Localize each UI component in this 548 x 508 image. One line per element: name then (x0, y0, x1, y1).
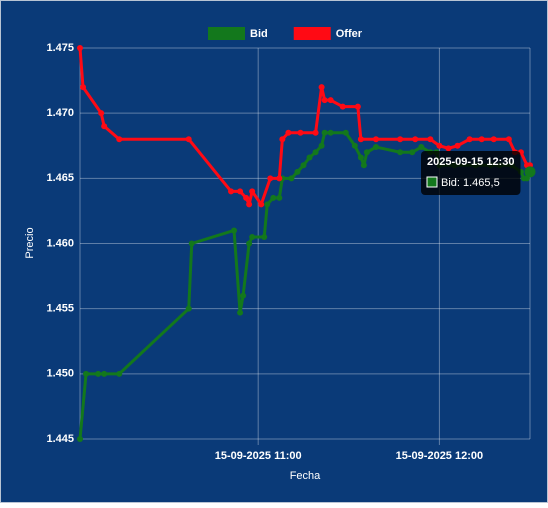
data-point (445, 145, 452, 152)
data-point (77, 436, 83, 442)
tooltip: 2025-09-15 12:30 Bid: 1.465,5 (421, 151, 521, 195)
data-point (312, 149, 319, 156)
data-point (297, 129, 304, 136)
data-point (185, 136, 192, 143)
data-point (101, 123, 108, 130)
data-point (357, 136, 364, 143)
data-point (306, 154, 313, 161)
data-point (80, 84, 87, 91)
data-point (360, 162, 367, 169)
data-point (363, 149, 370, 156)
data-point (339, 103, 346, 110)
data-point (98, 110, 105, 117)
data-point (228, 188, 235, 195)
data-point (357, 154, 364, 161)
data-point (240, 292, 247, 299)
x-axis-title: Fecha (290, 470, 321, 482)
data-point (321, 97, 328, 104)
data-point (294, 168, 301, 175)
tooltip-label: Bid: 1.465,5 (441, 177, 500, 189)
data-point (246, 240, 253, 247)
data-point (351, 142, 358, 149)
data-point (478, 136, 485, 143)
data-point (354, 103, 361, 110)
tooltip-title: 2025-09-15 12:30 (427, 156, 514, 168)
x-tick-label: 15-09-2025 12:00 (396, 450, 483, 462)
data-point (276, 175, 283, 182)
data-point (466, 136, 473, 143)
tooltip-swatch (426, 176, 438, 188)
data-point (185, 305, 192, 312)
legend-swatch (293, 27, 331, 40)
y-tick-label: 1.455 (46, 303, 74, 315)
data-point (249, 233, 256, 240)
data-point (83, 370, 90, 377)
data-point (288, 175, 295, 182)
data-point (409, 149, 416, 156)
data-point (231, 227, 238, 234)
x-tick-label: 15-09-2025 11:00 (215, 450, 302, 462)
data-point (327, 97, 334, 104)
data-point (261, 233, 268, 240)
data-point (276, 194, 283, 201)
data-point (237, 188, 244, 195)
data-point (246, 201, 253, 208)
y-tick-label: 1.475 (46, 42, 74, 54)
data-point (372, 144, 379, 151)
data-point (267, 175, 274, 182)
legend-label: Offer (336, 28, 363, 40)
y-tick-label: 1.445 (46, 433, 74, 445)
data-point (342, 129, 349, 136)
legend-swatch (208, 27, 245, 40)
data-point (243, 194, 250, 201)
y-axis-title: Precio (24, 227, 36, 258)
data-point (77, 45, 83, 51)
data-point (397, 136, 404, 143)
data-point (318, 84, 325, 91)
data-point (285, 129, 292, 136)
data-point (249, 188, 256, 195)
data-point (327, 129, 334, 136)
data-point (95, 370, 102, 377)
legend-label: Bid (250, 28, 268, 40)
data-point (312, 129, 319, 136)
data-point (116, 370, 123, 377)
y-tick-label: 1.460 (46, 237, 74, 249)
data-point (188, 240, 195, 247)
data-point (427, 136, 434, 143)
data-point (454, 142, 461, 149)
data-point (412, 136, 419, 143)
y-tick-label: 1.450 (46, 368, 74, 380)
data-point (270, 194, 277, 201)
y-tick-label: 1.470 (46, 107, 74, 119)
data-point (258, 201, 265, 208)
data-point (490, 136, 497, 143)
data-point (300, 162, 307, 169)
data-point (372, 136, 379, 143)
data-point (505, 136, 512, 143)
data-point (318, 142, 325, 149)
tooltip-box (421, 151, 521, 195)
data-point (321, 129, 328, 136)
data-point (418, 144, 425, 151)
data-point (101, 370, 108, 377)
hovered-point (524, 166, 536, 178)
y-tick-label: 1.465 (46, 172, 74, 184)
data-point (436, 142, 443, 149)
data-point (264, 201, 271, 208)
data-point (397, 149, 404, 156)
data-point (279, 136, 286, 143)
data-point (237, 309, 244, 316)
data-point (116, 136, 123, 143)
